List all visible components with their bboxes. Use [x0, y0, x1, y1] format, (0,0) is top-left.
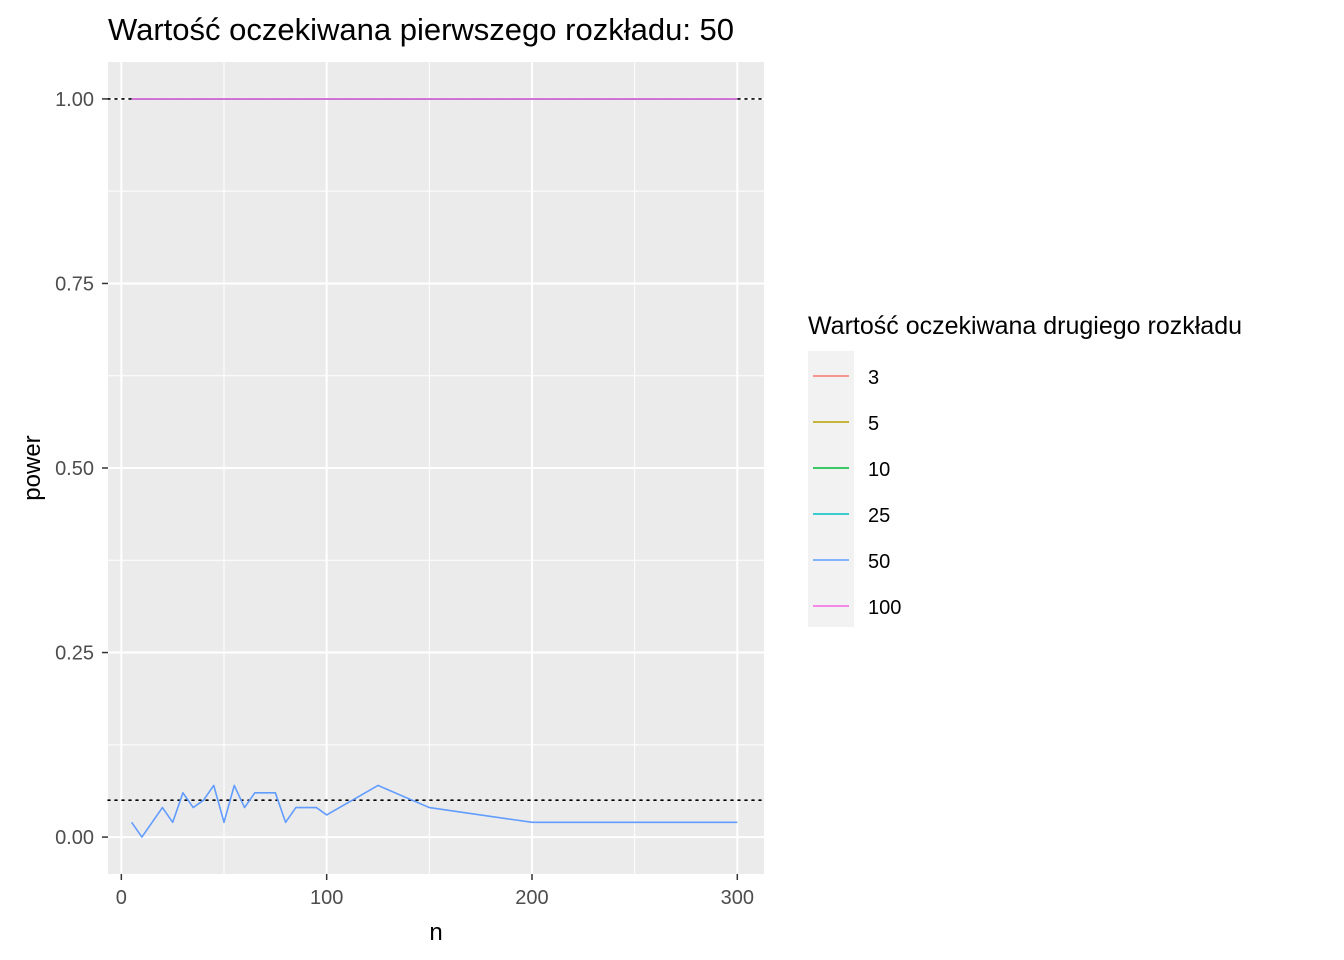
- x-tick-label: 300: [721, 887, 754, 909]
- x-axis: 0 100 200 300: [116, 874, 754, 909]
- x-tick-label: 100: [310, 887, 343, 909]
- legend: Wartość oczekiwana drugiego rozkładu 3 5 1…: [808, 312, 1242, 627]
- legend-title: Wartość oczekiwana drugiego rozkładu: [808, 312, 1242, 340]
- y-axis: 0.00 0.25 0.50 0.75 1.00: [55, 89, 108, 849]
- series-line-50: [130, 784, 738, 838]
- x-tick-label: 0: [116, 887, 127, 909]
- legend-key-background: [808, 351, 854, 627]
- x-axis-title: n: [429, 919, 442, 946]
- legend-label-50: 50: [868, 551, 890, 573]
- legend-label-100: 100: [868, 597, 901, 619]
- legend-label-25: 25: [868, 505, 890, 527]
- y-tick-label: 0.00: [55, 827, 94, 849]
- y-tick-label: 1.00: [55, 89, 94, 111]
- x-tick-label: 200: [515, 887, 548, 909]
- series-lines: [130, 98, 738, 838]
- legend-items: 3 5 10 25 50 100: [813, 367, 901, 619]
- y-axis-title: power: [19, 435, 46, 500]
- chart-title: Wartość oczekiwana pierwszego rozkładu: …: [108, 12, 734, 47]
- y-tick-label: 0.50: [55, 458, 94, 480]
- grid-lines: [108, 62, 764, 874]
- y-tick-label: 0.25: [55, 643, 94, 665]
- y-tick-label: 0.75: [55, 273, 94, 295]
- legend-label-10: 10: [868, 459, 890, 481]
- legend-label-5: 5: [868, 413, 879, 435]
- legend-label-3: 3: [868, 367, 879, 389]
